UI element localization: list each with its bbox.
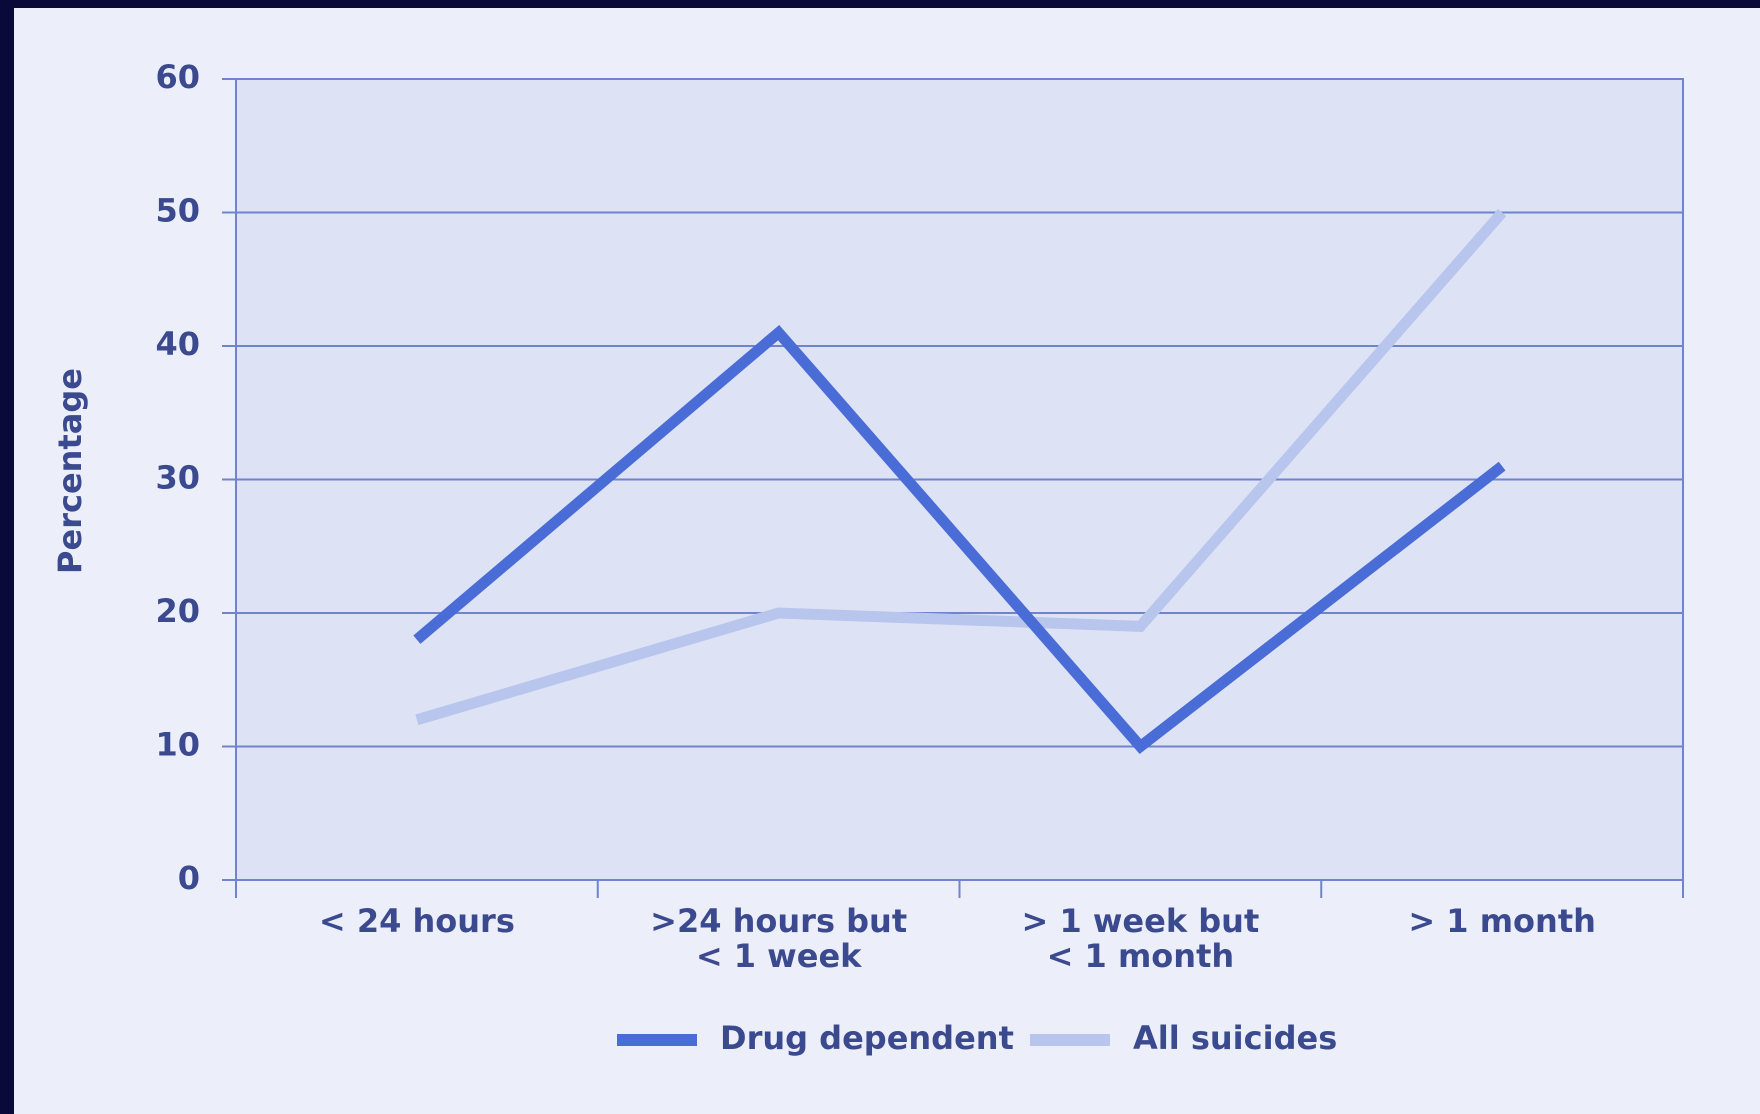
- x-tick-label: > 1 month: [1408, 902, 1596, 940]
- y-tick-label: 40: [155, 325, 200, 363]
- x-tick-label: > 1 week but < 1 month: [1021, 902, 1260, 975]
- series-line: [415, 208, 1507, 726]
- legend-label: Drug dependent: [720, 1019, 1014, 1057]
- legend-label: All suicides: [1133, 1019, 1337, 1057]
- x-tick-label: >24 hours but < 1 week: [650, 902, 908, 975]
- y-tick-label: 50: [155, 192, 200, 230]
- y-tick-label: 10: [155, 726, 200, 764]
- y-axis-label: Percentage: [51, 368, 89, 574]
- y-tick-label: 20: [155, 592, 200, 630]
- y-tick-label: 0: [178, 859, 200, 897]
- y-tick-label: 60: [155, 58, 200, 96]
- y-tick-label: 30: [155, 459, 200, 497]
- series-line: [413, 324, 1506, 755]
- x-tick-label: < 24 hours: [318, 902, 515, 940]
